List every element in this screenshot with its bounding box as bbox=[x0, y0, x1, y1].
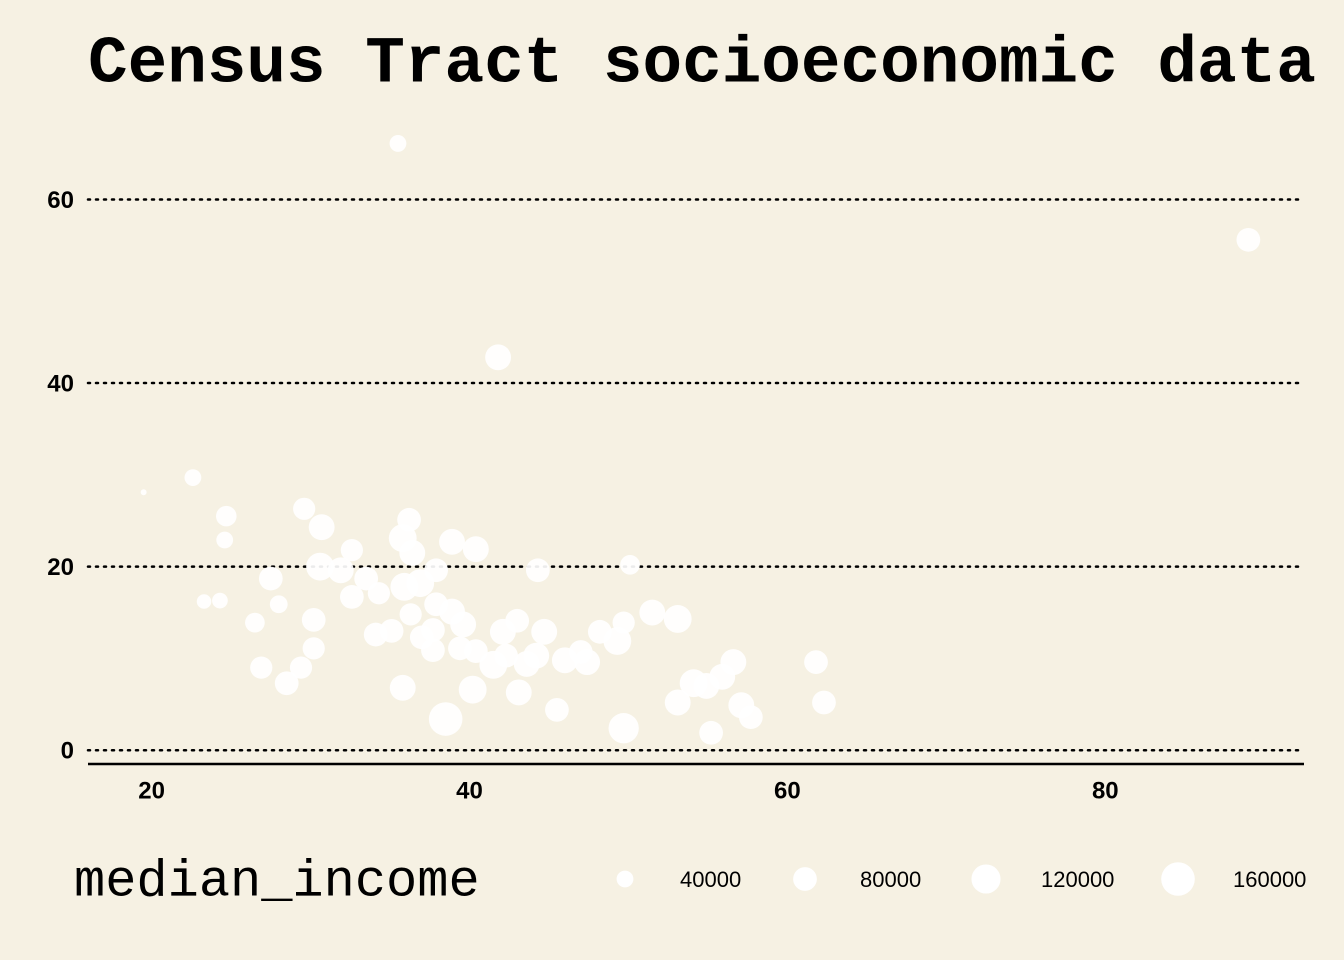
point bbox=[664, 689, 691, 716]
point bbox=[293, 497, 316, 520]
legend-key bbox=[793, 867, 817, 891]
point bbox=[301, 607, 326, 632]
y-tick-label: 20 bbox=[47, 554, 74, 581]
point bbox=[545, 697, 569, 722]
point bbox=[603, 627, 632, 655]
point bbox=[250, 656, 273, 679]
point bbox=[289, 656, 313, 679]
point bbox=[639, 599, 666, 626]
y-tick-label: 0 bbox=[61, 738, 74, 765]
legend-key bbox=[971, 864, 1001, 894]
point bbox=[340, 538, 363, 562]
chart-title: Census Tract socioeconomic data bbox=[88, 26, 1316, 101]
point bbox=[196, 594, 212, 609]
point bbox=[505, 679, 532, 706]
point bbox=[458, 675, 487, 704]
point bbox=[216, 505, 237, 527]
legend-label: 40000 bbox=[680, 867, 741, 892]
x-tick-label: 80 bbox=[1092, 777, 1119, 804]
point bbox=[367, 582, 390, 605]
point bbox=[140, 489, 147, 496]
point bbox=[269, 595, 288, 614]
point bbox=[531, 618, 558, 645]
point bbox=[494, 643, 518, 668]
point bbox=[421, 618, 445, 642]
point bbox=[389, 674, 416, 701]
point bbox=[738, 705, 763, 730]
point bbox=[485, 344, 512, 371]
point bbox=[525, 558, 550, 583]
point bbox=[812, 690, 836, 715]
point bbox=[339, 585, 364, 609]
point bbox=[302, 637, 325, 660]
point bbox=[379, 619, 404, 643]
legend-key bbox=[616, 870, 634, 888]
point bbox=[505, 608, 530, 633]
point bbox=[258, 566, 283, 591]
point bbox=[308, 514, 335, 541]
y-tick-label: 40 bbox=[47, 370, 74, 397]
point bbox=[399, 603, 422, 626]
point bbox=[699, 720, 723, 745]
point bbox=[663, 605, 692, 633]
legend-label: 120000 bbox=[1041, 867, 1114, 892]
point bbox=[462, 536, 489, 563]
x-tick-label: 20 bbox=[138, 777, 165, 804]
point bbox=[327, 557, 354, 584]
point bbox=[720, 649, 747, 676]
point bbox=[245, 612, 265, 633]
point bbox=[620, 554, 640, 575]
legend-key bbox=[1161, 862, 1195, 896]
point bbox=[216, 531, 234, 549]
point bbox=[439, 528, 465, 555]
point bbox=[608, 713, 639, 744]
x-tick-label: 40 bbox=[456, 777, 483, 804]
point bbox=[612, 611, 635, 634]
point bbox=[568, 640, 593, 664]
point bbox=[523, 642, 550, 669]
x-tick-label: 60 bbox=[774, 777, 801, 804]
point bbox=[397, 507, 421, 532]
point bbox=[1236, 227, 1261, 252]
point bbox=[274, 671, 299, 696]
legend-label: 160000 bbox=[1233, 867, 1306, 892]
point bbox=[424, 558, 448, 583]
legend-title: median_income bbox=[74, 853, 480, 912]
legend-label: 80000 bbox=[860, 867, 921, 892]
point bbox=[804, 650, 828, 674]
point bbox=[450, 611, 477, 638]
point bbox=[212, 592, 228, 609]
point bbox=[389, 135, 407, 152]
y-tick-label: 60 bbox=[47, 187, 74, 214]
point bbox=[428, 702, 463, 736]
point bbox=[306, 552, 335, 581]
point bbox=[399, 539, 426, 566]
point bbox=[421, 638, 445, 663]
point bbox=[184, 469, 202, 486]
point bbox=[463, 639, 488, 663]
